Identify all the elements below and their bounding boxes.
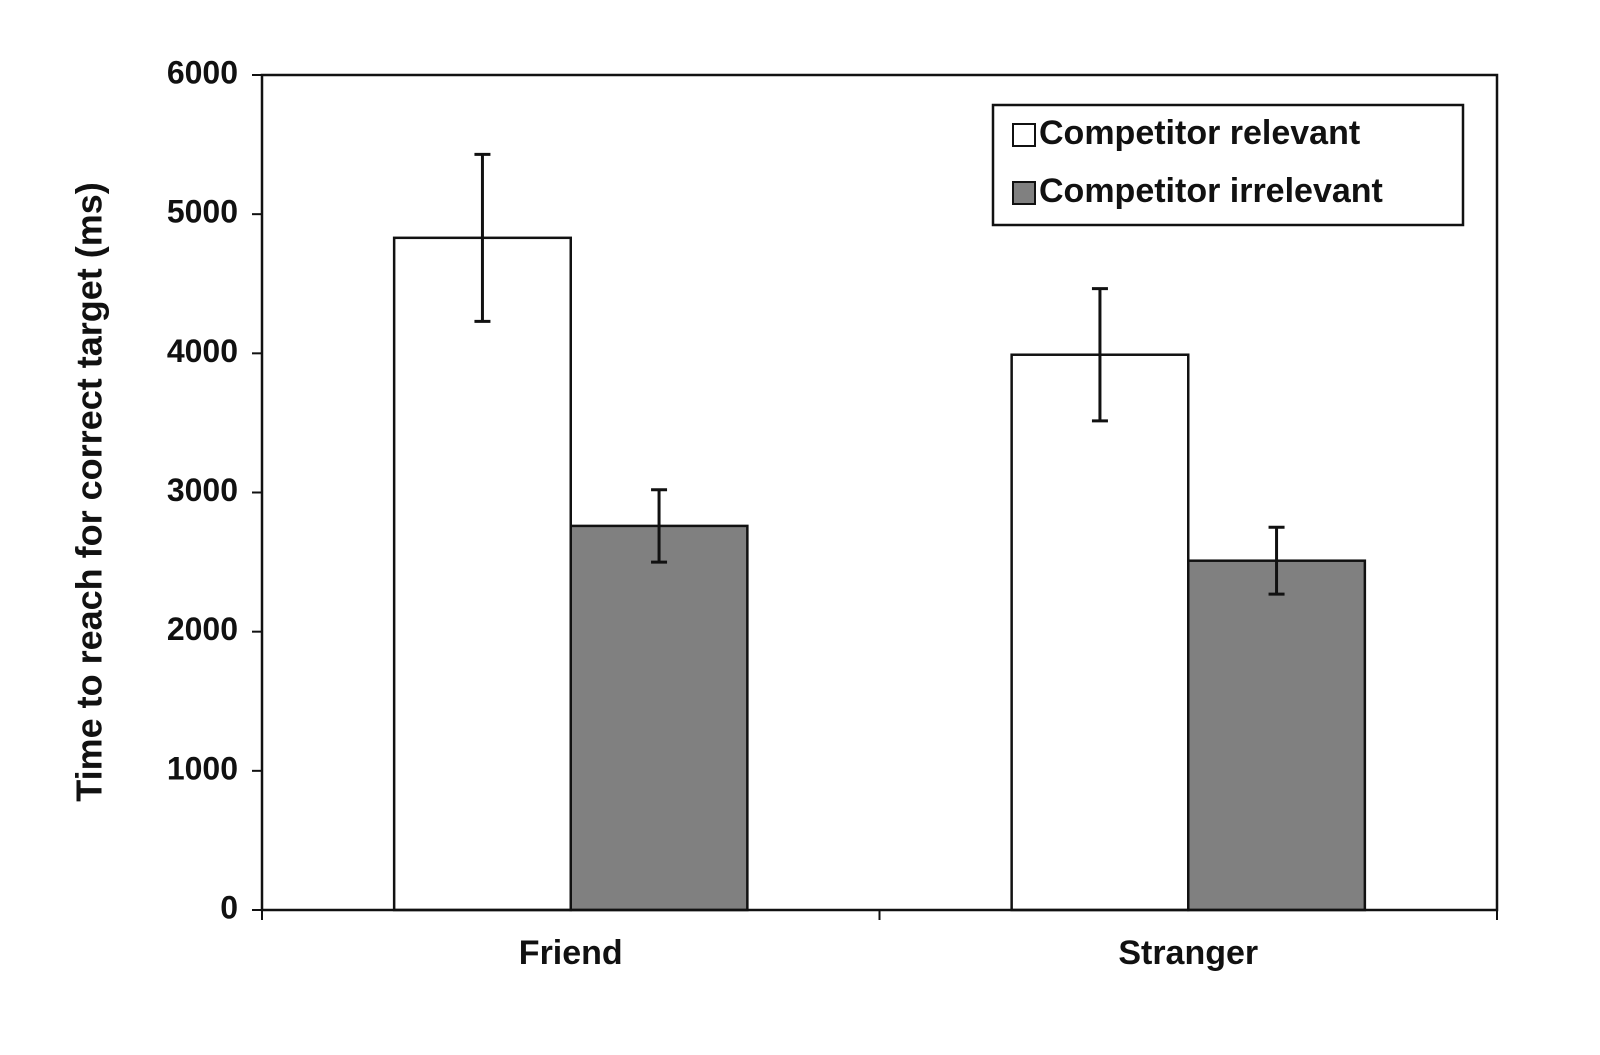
x-tick-label: Stranger xyxy=(1118,934,1258,972)
bar xyxy=(1010,353,1190,912)
legend-label: Competitor relevant xyxy=(1039,114,1360,152)
legend-box xyxy=(991,103,1465,227)
error-bar xyxy=(651,488,668,564)
y-tick-label: 3000 xyxy=(167,472,238,508)
y-tick-label: 5000 xyxy=(167,194,238,230)
y-tick-label: 0 xyxy=(220,889,238,925)
x-tick-label: Friend xyxy=(519,934,623,972)
legend-label: Competitor irrelevant xyxy=(1039,172,1383,210)
legend-swatch xyxy=(1012,123,1036,147)
y-axis-label: Time to reach for correct target (ms) xyxy=(69,182,110,802)
error-bar xyxy=(474,152,491,323)
bar xyxy=(392,236,572,912)
y-tick-label: 6000 xyxy=(167,54,238,90)
y-tick-label: 4000 xyxy=(167,333,238,369)
bar xyxy=(569,524,749,912)
legend: Competitor relevant Competitor irrelevant xyxy=(991,103,1465,227)
error-bar xyxy=(1091,287,1108,423)
y-tick-label: 2000 xyxy=(167,611,238,647)
bar xyxy=(1187,559,1367,912)
error-bar xyxy=(1268,525,1285,596)
legend-swatch xyxy=(1012,181,1036,205)
y-tick-label: 1000 xyxy=(167,750,238,786)
